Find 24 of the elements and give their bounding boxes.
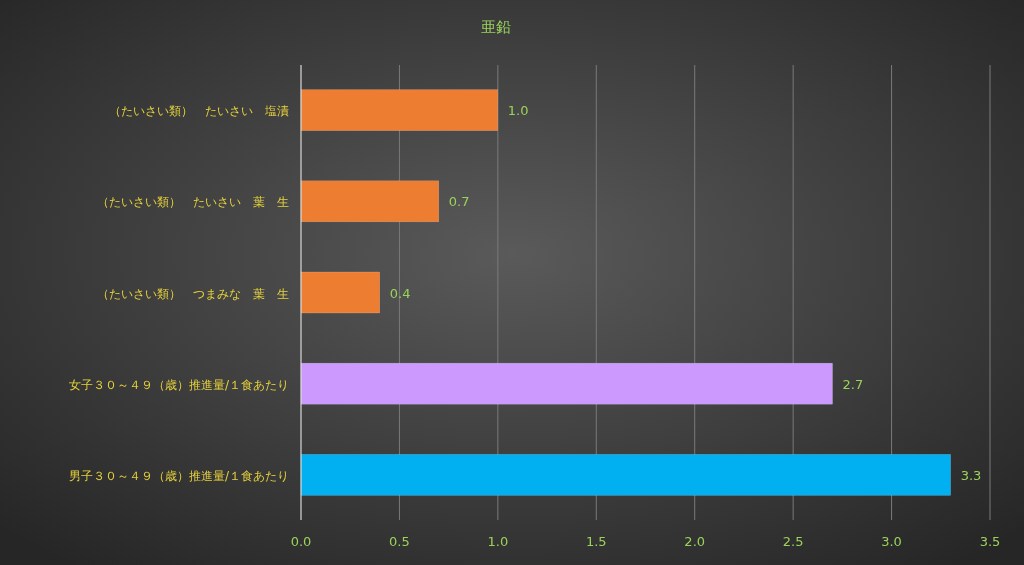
x-tick-label: 1.0 [487,534,509,549]
y-tick-label: （たいさい類） たいさい 塩漬 [109,104,289,119]
x-tick-label: 2.0 [684,534,706,549]
bar [300,180,440,223]
x-tick-label: 3.0 [881,534,902,549]
y-tick-label: （たいさい類） つまみな 葉 生 [97,286,289,301]
bar [300,89,499,131]
y-tick-label: （たいさい類） たいさい 葉 生 [97,195,289,210]
bar [300,454,951,496]
bar [300,362,833,405]
x-tick-label: 2.5 [782,534,804,549]
bar [300,271,380,314]
y-tick-label: 男子３０～４９（歳）推進量/１食あたり [68,468,289,483]
data-label: 0.7 [448,194,470,210]
chart-title: 亜鉛 [480,18,511,36]
y-tick-label: 女子３０～４９（歳）推進量/１食あたり [68,377,289,392]
x-tick-label: 3.5 [979,534,1001,549]
x-tick-label: 1.5 [585,534,607,549]
data-label: 3.3 [960,467,982,483]
data-label: 2.7 [842,376,864,392]
data-label: 1.0 [507,103,529,119]
x-tick-label: 0.0 [290,534,312,549]
x-tick-label: 0.5 [389,534,410,549]
data-label: 0.4 [389,285,411,301]
